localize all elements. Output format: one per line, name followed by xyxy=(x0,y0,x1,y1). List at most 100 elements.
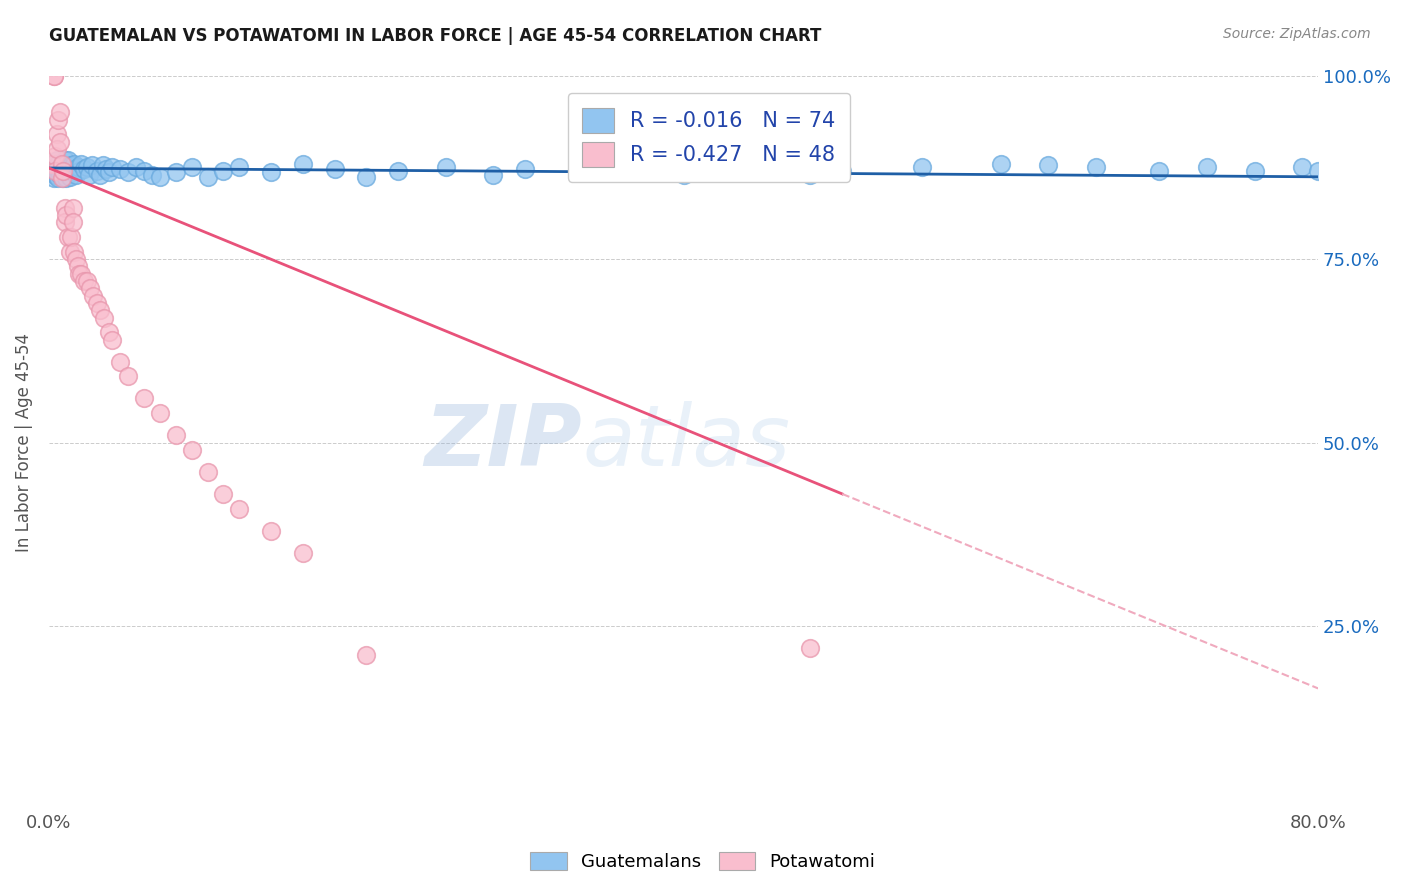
Point xyxy=(482,168,505,182)
Point xyxy=(117,165,139,179)
Point xyxy=(69,267,91,281)
Point xyxy=(197,465,219,479)
Point xyxy=(1149,164,1171,178)
Point xyxy=(98,165,121,179)
Point xyxy=(51,156,73,170)
Point xyxy=(51,164,73,178)
Point xyxy=(593,164,616,178)
Point xyxy=(110,162,132,177)
Point xyxy=(60,230,83,244)
Point xyxy=(752,164,775,178)
Point xyxy=(67,267,90,281)
Point xyxy=(52,171,75,186)
Text: ZIP: ZIP xyxy=(425,401,582,484)
Point xyxy=(1197,161,1219,175)
Point xyxy=(45,142,67,156)
Point xyxy=(45,153,67,167)
Point xyxy=(53,164,76,178)
Point xyxy=(323,162,346,177)
Point xyxy=(1308,164,1330,178)
Point xyxy=(1291,161,1313,175)
Point xyxy=(66,260,89,274)
Point xyxy=(110,355,132,369)
Point xyxy=(149,406,172,420)
Point xyxy=(65,252,87,266)
Point xyxy=(58,244,80,259)
Point xyxy=(63,156,86,170)
Point xyxy=(49,161,72,175)
Point xyxy=(73,274,96,288)
Point xyxy=(60,158,83,172)
Point xyxy=(53,201,76,215)
Point xyxy=(212,164,235,178)
Point xyxy=(134,164,156,178)
Point xyxy=(180,161,202,175)
Point xyxy=(831,164,853,178)
Point xyxy=(212,487,235,501)
Point xyxy=(51,156,73,170)
Point xyxy=(86,164,108,178)
Point xyxy=(387,164,409,178)
Point xyxy=(49,135,72,149)
Point xyxy=(260,524,283,538)
Point xyxy=(356,648,378,663)
Point xyxy=(89,168,111,182)
Point xyxy=(80,158,103,172)
Point xyxy=(720,162,742,177)
Point xyxy=(76,161,98,175)
Point xyxy=(44,161,66,175)
Point xyxy=(42,69,65,83)
Point xyxy=(180,442,202,457)
Point xyxy=(53,153,76,167)
Point xyxy=(197,169,219,184)
Point xyxy=(56,164,79,178)
Point xyxy=(65,168,87,182)
Point xyxy=(1085,161,1108,175)
Point xyxy=(55,171,77,186)
Point xyxy=(42,156,65,170)
Legend: R = -0.016   N = 74, R = -0.427   N = 48: R = -0.016 N = 74, R = -0.427 N = 48 xyxy=(568,94,851,182)
Point xyxy=(67,164,90,178)
Point xyxy=(228,501,250,516)
Point xyxy=(52,164,75,178)
Point xyxy=(62,215,84,229)
Point xyxy=(260,165,283,179)
Point xyxy=(291,156,314,170)
Point xyxy=(66,161,89,175)
Text: atlas: atlas xyxy=(582,401,790,484)
Point xyxy=(76,274,98,288)
Point xyxy=(799,168,821,182)
Point xyxy=(799,641,821,656)
Point xyxy=(62,162,84,177)
Point xyxy=(58,160,80,174)
Point xyxy=(73,162,96,177)
Point xyxy=(44,164,66,178)
Point xyxy=(513,162,536,177)
Point xyxy=(51,171,73,186)
Point xyxy=(125,161,148,175)
Point xyxy=(165,428,187,442)
Point xyxy=(1038,158,1060,172)
Point xyxy=(55,208,77,222)
Point xyxy=(86,296,108,310)
Point xyxy=(56,230,79,244)
Legend: Guatemalans, Potawatomi: Guatemalans, Potawatomi xyxy=(523,845,883,879)
Point xyxy=(91,158,114,172)
Point xyxy=(94,162,117,177)
Point xyxy=(93,310,115,325)
Point xyxy=(77,168,100,182)
Point xyxy=(117,369,139,384)
Point xyxy=(62,201,84,215)
Point xyxy=(63,244,86,259)
Point xyxy=(228,161,250,175)
Point xyxy=(58,169,80,184)
Point xyxy=(41,164,63,178)
Point xyxy=(48,156,70,170)
Point xyxy=(44,149,66,163)
Point xyxy=(291,546,314,560)
Point xyxy=(45,164,67,178)
Point xyxy=(101,333,124,347)
Point xyxy=(434,161,457,175)
Point xyxy=(98,326,121,340)
Point xyxy=(41,156,63,170)
